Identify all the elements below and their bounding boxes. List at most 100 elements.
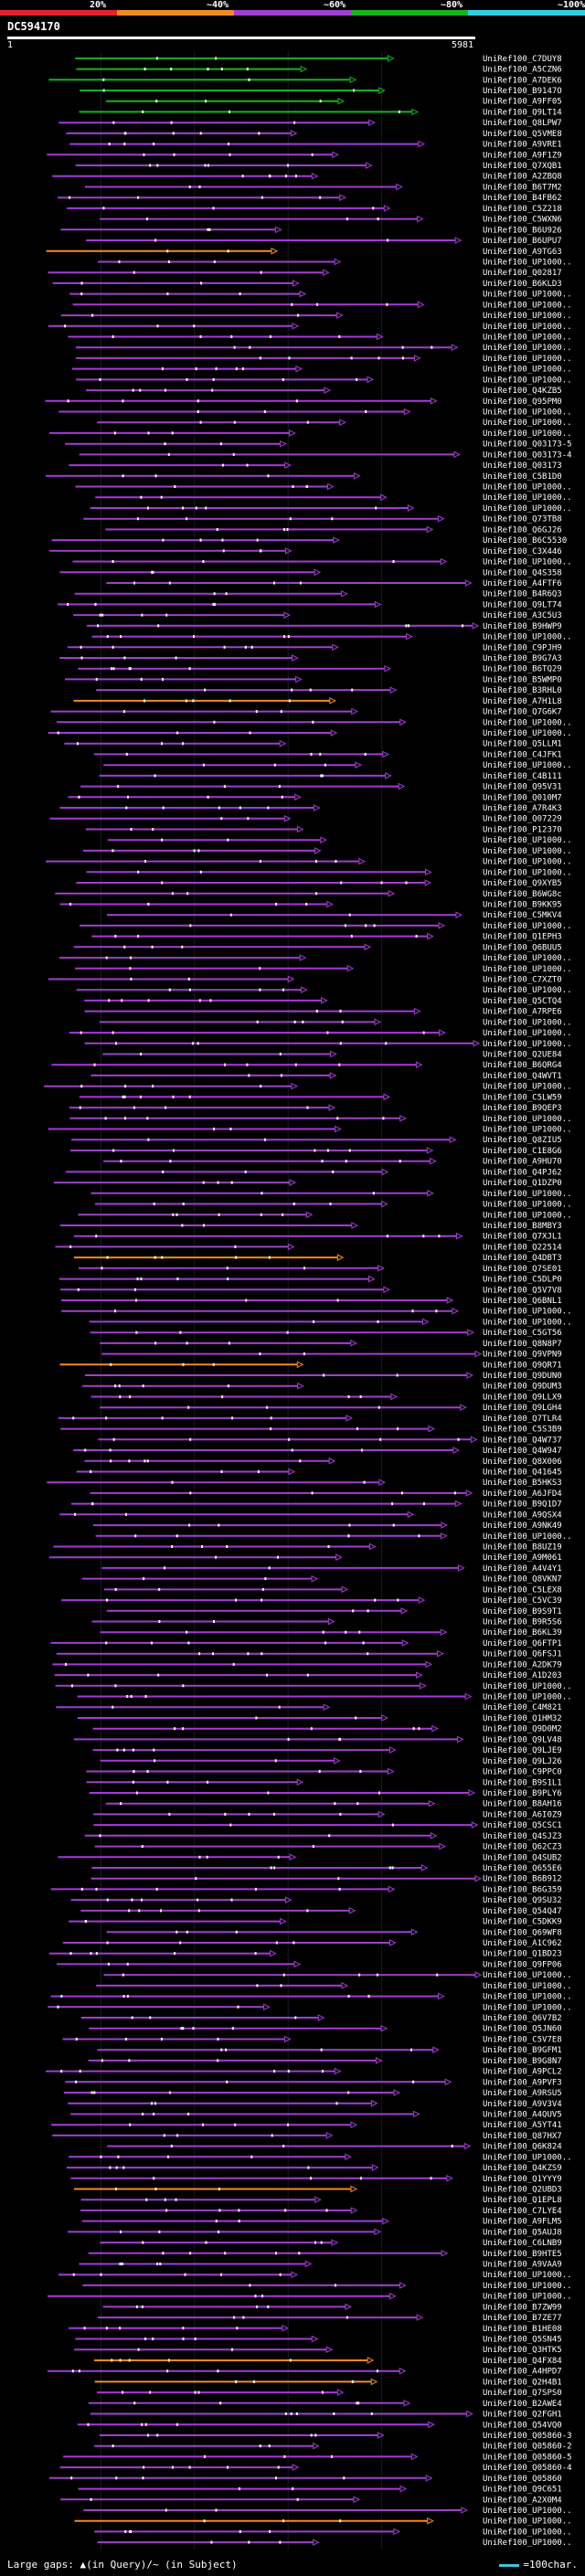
hit-label[interactable]: UniRef100_Q69WF8 xyxy=(483,1928,562,1937)
hit-label[interactable]: UniRef100_C5Z218 xyxy=(483,205,562,214)
hit-label[interactable]: UniRef100_Q5CTQ4 xyxy=(483,997,562,1006)
hit-label[interactable]: UniRef100_A9RSU5 xyxy=(483,2089,562,2098)
hit-label[interactable]: UniRef100_UP1000.. xyxy=(483,344,572,353)
hit-label[interactable]: UniRef100_Q4W737 xyxy=(483,1436,562,1445)
hit-label[interactable]: UniRef100_C6LNB9 xyxy=(483,2239,562,2248)
hit-label[interactable]: UniRef100_Q8N8P7 xyxy=(483,1340,562,1349)
hit-label[interactable]: UniRef100_UP1000.. xyxy=(483,1532,572,1542)
hit-label[interactable]: UniRef100_UP1000.. xyxy=(483,312,572,321)
hit-label[interactable]: UniRef100_A1C962 xyxy=(483,1939,562,1948)
hit-label[interactable]: UniRef100_UP1000.. xyxy=(483,761,572,770)
hit-label[interactable]: UniRef100_Q9LLX9 xyxy=(483,1394,562,1403)
hit-label[interactable]: UniRef100_B9GFM1 xyxy=(483,2046,562,2055)
hit-label[interactable]: UniRef100_B9S1L1 xyxy=(483,1778,562,1787)
hit-label[interactable]: UniRef100_Q03173-5 xyxy=(483,440,572,450)
hit-label[interactable]: UniRef100_C5S3B9 xyxy=(483,1426,562,1435)
hit-label[interactable]: UniRef100_A4HPD7 xyxy=(483,2368,562,2377)
hit-label[interactable]: UniRef100_UP1000.. xyxy=(483,419,572,428)
hit-label[interactable]: UniRef100_B9G8N7 xyxy=(483,2057,562,2066)
hit-label[interactable]: UniRef100_Q6GJ26 xyxy=(483,525,562,535)
hit-label[interactable]: UniRef100_UP1000.. xyxy=(483,1126,572,1135)
hit-label[interactable]: UniRef100_Q73TB8 xyxy=(483,515,562,525)
hit-label[interactable]: UniRef100_B9QEP3 xyxy=(483,1104,562,1113)
hit-label[interactable]: UniRef100_UP1000.. xyxy=(483,1682,572,1691)
hit-label[interactable]: UniRef100_A7R4K3 xyxy=(483,804,562,813)
hit-label[interactable]: UniRef100_Q9LT74 xyxy=(483,600,562,610)
hit-label[interactable]: UniRef100_UP1000.. xyxy=(483,483,572,493)
hit-label[interactable]: UniRef100_A4QUV5 xyxy=(483,2111,562,2120)
hit-label[interactable]: UniRef100_B9KK95 xyxy=(483,901,562,910)
hit-label[interactable]: UniRef100_C5GT56 xyxy=(483,1329,562,1338)
hit-label[interactable]: UniRef100_B3RHL0 xyxy=(483,686,562,695)
hit-label[interactable]: UniRef100_B6C5530 xyxy=(483,536,567,546)
hit-label[interactable]: UniRef100_B2AWE4 xyxy=(483,2400,562,2409)
hit-label[interactable]: UniRef100_Q02817 xyxy=(483,269,562,278)
hit-label[interactable]: UniRef100_Q9LV48 xyxy=(483,1735,562,1744)
hit-label[interactable]: UniRef100_UP1000.. xyxy=(483,366,572,375)
hit-label[interactable]: UniRef100_Q54VQ0 xyxy=(483,2421,562,2430)
hit-label[interactable]: UniRef100_A2X0M4 xyxy=(483,2496,562,2505)
hit-label[interactable]: UniRef100_C5VC39 xyxy=(483,1596,562,1606)
hit-label[interactable]: UniRef100_Q05860 xyxy=(483,2475,562,2484)
hit-label[interactable]: UniRef100_UP1000.. xyxy=(483,847,572,856)
hit-label[interactable]: UniRef100_B9S9T1 xyxy=(483,1607,562,1617)
hit-label[interactable]: UniRef100_A4V4Y1 xyxy=(483,1564,562,1574)
hit-label[interactable]: UniRef100_Q2UBD3 xyxy=(483,2186,562,2195)
hit-label[interactable]: UniRef100_UP1000.. xyxy=(483,408,572,418)
hit-label[interactable]: UniRef100_B4R6Q3 xyxy=(483,590,562,599)
hit-label[interactable]: UniRef100_B9PLY6 xyxy=(483,1789,562,1798)
hit-label[interactable]: UniRef100_A2DK79 xyxy=(483,1660,562,1670)
hit-label[interactable]: UniRef100_UP1000.. xyxy=(483,633,572,642)
hit-label[interactable]: UniRef100_C5WXN6 xyxy=(483,216,562,225)
hit-label[interactable]: UniRef100_Q1EPL8 xyxy=(483,2196,562,2205)
hit-label[interactable]: UniRef100_B6KL39 xyxy=(483,1628,562,1638)
hit-label[interactable]: UniRef100_UP1000.. xyxy=(483,729,572,738)
hit-label[interactable]: UniRef100_Q03173-4 xyxy=(483,451,572,460)
hit-label[interactable]: UniRef100_B6B912 xyxy=(483,1875,562,1884)
hit-label[interactable]: UniRef100_C4B111 xyxy=(483,772,562,781)
hit-label[interactable]: UniRef100_A2ZBQ8 xyxy=(483,173,562,182)
hit-label[interactable]: UniRef100_C7LYE4 xyxy=(483,2207,562,2216)
hit-label[interactable]: UniRef100_B8MBY3 xyxy=(483,1222,562,1231)
hit-label[interactable]: UniRef100_UP1000.. xyxy=(483,1971,572,1980)
hit-label[interactable]: UniRef100_A3C5U3 xyxy=(483,611,562,620)
hit-label[interactable]: UniRef100_UP1000.. xyxy=(483,868,572,877)
hit-label[interactable]: UniRef100_Q87HX7 xyxy=(483,2132,562,2141)
hit-label[interactable]: UniRef100_UP1000.. xyxy=(483,1083,572,1092)
hit-label[interactable]: UniRef100_UP1000.. xyxy=(483,1211,572,1220)
hit-label[interactable]: UniRef100_UP1000.. xyxy=(483,1018,572,1027)
hit-label[interactable]: UniRef100_Q03173 xyxy=(483,461,562,471)
hit-label[interactable]: UniRef100_Q41645 xyxy=(483,1468,562,1478)
hit-label[interactable]: UniRef100_Q6FTP1 xyxy=(483,1639,562,1648)
hit-label[interactable]: UniRef100_Q05860-2 xyxy=(483,2443,572,2452)
hit-label[interactable]: UniRef100_B6UPU7 xyxy=(483,237,562,246)
hit-label[interactable]: UniRef100_Q9VPN9 xyxy=(483,1351,562,1360)
hit-label[interactable]: UniRef100_UP1000.. xyxy=(483,858,572,867)
hit-label[interactable]: UniRef100_Q4KZS9 xyxy=(483,2164,562,2173)
hit-label[interactable]: UniRef100_B1HE08 xyxy=(483,2325,562,2334)
hit-label[interactable]: UniRef100_Q9QR71 xyxy=(483,1361,562,1370)
hit-label[interactable]: UniRef100_B5WMP0 xyxy=(483,675,562,684)
hit-label[interactable]: UniRef100_A4FTF6 xyxy=(483,579,562,588)
hit-label[interactable]: UniRef100_Q1HM32 xyxy=(483,1714,562,1723)
hit-label[interactable]: UniRef100_C7DUY8 xyxy=(483,55,562,64)
hit-label[interactable]: UniRef100_Q4S358 xyxy=(483,568,562,578)
hit-label[interactable]: UniRef100_C1E8G6 xyxy=(483,1147,562,1156)
hit-label[interactable]: UniRef100_Q9LJ26 xyxy=(483,1757,562,1766)
hit-label[interactable]: UniRef100_A6JFD4 xyxy=(483,1489,562,1499)
hit-label[interactable]: UniRef100_C5B1D0 xyxy=(483,472,562,482)
hit-label[interactable]: UniRef100_UP1000.. xyxy=(483,323,572,332)
hit-label[interactable]: UniRef100_A9NK49 xyxy=(483,1521,562,1531)
hit-label[interactable]: UniRef100_UP1000.. xyxy=(483,1982,572,1991)
hit-label[interactable]: UniRef100_Q62CZ3 xyxy=(483,1843,562,1852)
hit-label[interactable]: UniRef100_B5HKS3 xyxy=(483,1479,562,1488)
hit-label[interactable]: UniRef100_A9VRE1 xyxy=(483,141,562,150)
hit-label[interactable]: UniRef100_Q8X006 xyxy=(483,1458,562,1467)
hit-label[interactable]: UniRef100_B6WG8c xyxy=(483,890,562,899)
hit-label[interactable]: UniRef100_Q9LT14 xyxy=(483,108,562,117)
hit-label[interactable]: UniRef100_UP1000.. xyxy=(483,493,572,503)
hit-label[interactable]: UniRef100_A9F1Z9 xyxy=(483,151,562,160)
hit-label[interactable]: UniRef100_UP1000.. xyxy=(483,1115,572,1124)
hit-label[interactable]: UniRef100_A9TG63 xyxy=(483,248,562,257)
hit-label[interactable]: UniRef100_A6I0Z9 xyxy=(483,1810,562,1819)
